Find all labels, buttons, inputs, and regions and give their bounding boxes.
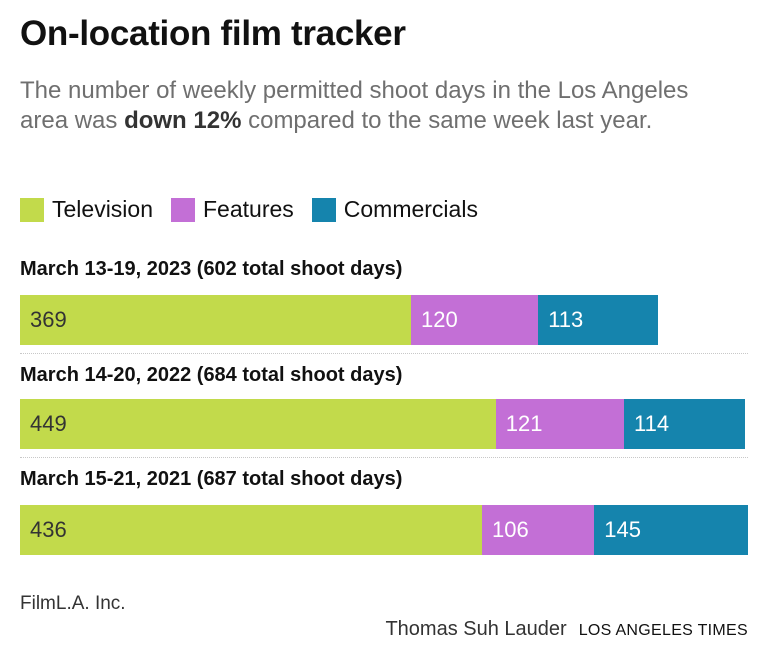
chart-subtitle: The number of weekly permitted shoot day…	[20, 76, 720, 136]
stacked-bar-2023: 369 120 113	[20, 295, 658, 345]
credit-line: Thomas Suh Lauder LOS ANGELES TIMES	[385, 618, 748, 641]
row-divider	[20, 353, 748, 354]
legend-label-features: Features	[203, 196, 294, 222]
subtitle-text-start: The number of weekly permitted shoot day…	[20, 77, 689, 134]
legend-item-television: Television	[20, 196, 153, 223]
row-title-2022: March 14-20, 2022 (684 total shoot days)	[20, 364, 403, 386]
value-label-television-2023: 369	[30, 307, 67, 332]
organization-credit: LOS ANGELES TIMES	[578, 622, 748, 639]
legend-swatch-television	[20, 197, 44, 222]
value-label-commercials-2021: 145	[604, 517, 642, 542]
value-label-television-2021: 436	[30, 517, 67, 542]
bar-segment-television-2021: 436	[20, 505, 482, 555]
bar-segment-features-2021: 106	[482, 505, 595, 555]
bar-segment-commercials-2023: 113	[538, 295, 658, 345]
bar-segment-television-2023: 369	[20, 295, 411, 345]
row-title-2021: March 15-21, 2021 (687 total shoot days)	[20, 468, 403, 490]
legend-label-commercials: Commercials	[343, 196, 478, 222]
legend-label-television: Television	[52, 196, 153, 222]
value-label-commercials-2023: 113	[548, 307, 584, 332]
row-title-2023: March 13-19, 2023 (602 total shoot days)	[20, 258, 403, 280]
subtitle-highlight: down 12%	[124, 107, 242, 134]
legend-swatch-features	[171, 197, 195, 222]
bar-segment-features-2023: 120	[411, 295, 539, 345]
value-label-commercials-2022: 114	[633, 411, 670, 436]
value-label-features-2023: 120	[421, 307, 458, 332]
bar-segment-commercials-2022: 114	[623, 399, 745, 449]
row-divider	[20, 457, 748, 458]
legend-swatch-commercials	[311, 197, 336, 222]
stacked-bar-2021: 436 106 145	[20, 505, 748, 555]
value-label-television-2022: 449	[30, 411, 67, 436]
source-note: FilmL.A. Inc.	[20, 593, 126, 614]
bar-segment-television-2022: 449	[20, 399, 496, 449]
author-credit: Thomas Suh Lauder	[385, 618, 567, 640]
legend-item-commercials: Commercials	[311, 196, 478, 223]
value-label-features-2022: 121	[505, 411, 543, 436]
chart-legend: Television Features Commercials	[20, 196, 496, 223]
bar-segment-features-2022: 121	[495, 399, 624, 449]
legend-item-features: Features	[171, 196, 294, 223]
value-label-features-2021: 106	[492, 517, 529, 542]
subtitle-text-end: compared to the same week last year.	[241, 107, 653, 134]
bar-segment-commercials-2021: 145	[594, 505, 748, 555]
chart-title: On-location film tracker	[20, 14, 406, 53]
stacked-bar-2022: 449 121 114	[20, 399, 745, 449]
